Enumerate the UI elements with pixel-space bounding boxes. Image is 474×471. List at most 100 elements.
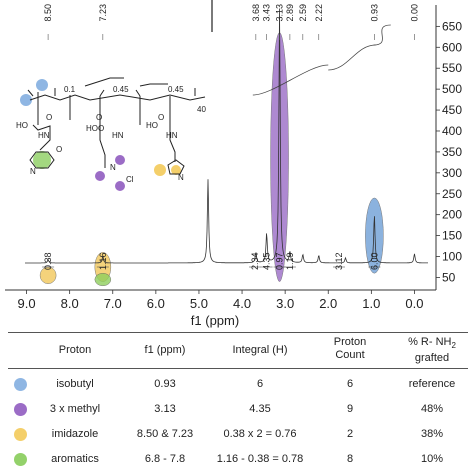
integral-label: 2.34 bbox=[250, 252, 260, 270]
x-tick-label: 8.0 bbox=[61, 296, 79, 311]
cell-count: 9 bbox=[346, 403, 354, 415]
structure-labels: 0.1 0.45 0.45 40 HO O HN O N O HO O HN N… bbox=[16, 85, 206, 184]
table-header-rule bbox=[8, 368, 468, 369]
y-tick-label: 200 bbox=[442, 208, 462, 222]
cell-integral: 1.16 - 0.38 = 0.78 bbox=[216, 453, 304, 465]
imidazole-marker-2 bbox=[171, 165, 181, 175]
peak-label: 2.59 bbox=[298, 4, 308, 22]
atom-label: O bbox=[46, 113, 52, 122]
y-tick-label: 300 bbox=[442, 166, 462, 180]
table-header-row: Proton f1 (ppm) Integral (H) Proton Coun… bbox=[0, 336, 474, 366]
header-pct-sub: 2 bbox=[451, 341, 456, 351]
integral-curves-group bbox=[252, 24, 391, 96]
spectrum-trace bbox=[25, 8, 428, 264]
x-axis-label: f1 (ppm) bbox=[191, 313, 239, 328]
row-color-marker bbox=[14, 453, 27, 466]
cell-integral: 6 bbox=[256, 378, 264, 390]
integral-label: 6.00 bbox=[369, 252, 379, 270]
peak-label: 2.89 bbox=[285, 4, 295, 22]
y-tick-label: 350 bbox=[442, 145, 462, 159]
atom-label: N bbox=[30, 167, 36, 176]
cell-proton: 3 x methyl bbox=[49, 403, 101, 415]
integral-label: 1.16 bbox=[98, 252, 108, 270]
y-ticks-group: 650 600 550 500 450 400 350 300 250 200 150 100 50 bbox=[436, 19, 462, 284]
header-count-line1: Proton bbox=[333, 336, 367, 348]
imidazole-marker bbox=[154, 164, 166, 176]
peak-highlight bbox=[365, 197, 384, 274]
header-count: Proton Count bbox=[320, 336, 380, 362]
x-tick-label: 7.0 bbox=[104, 296, 122, 311]
x-tick-label: 6.0 bbox=[147, 296, 165, 311]
nmr-spectrum-chart: 8.50 7.23 3.68 3.43 3.13 2.89 2.59 2.22 0.93 0.00… bbox=[5, 0, 462, 328]
cell-f1: 8.50 & 7.23 bbox=[136, 428, 194, 440]
methyl-marker bbox=[115, 155, 125, 165]
header-count-line2: Count bbox=[335, 349, 365, 361]
integral-labels-group: 0.38 1.16 2.34 4.35 0.97 1.19 3.12 6.00 bbox=[42, 252, 381, 270]
header-proton: Proton bbox=[58, 344, 92, 356]
peak-label: 3.43 bbox=[262, 4, 272, 22]
integral-label: 0.97 bbox=[275, 252, 285, 270]
x-tick-label: 5.0 bbox=[190, 296, 208, 311]
y-tick-label: 50 bbox=[442, 270, 456, 284]
atom-label: HN bbox=[38, 131, 50, 140]
isobutyl-marker bbox=[36, 79, 48, 91]
highlight-group bbox=[39, 32, 384, 287]
cell-integral: 0.38 x 2 = 0.76 bbox=[223, 428, 297, 440]
x-tick-label: 4.0 bbox=[233, 296, 251, 311]
cell-f1: 0.93 bbox=[154, 378, 176, 390]
integral-curve bbox=[328, 44, 376, 71]
x-ticks-group: 9.0 8.0 7.0 6.0 5.0 4.0 3.0 2.0 1.0 0.0 bbox=[18, 290, 423, 311]
header-pct: % R- NH2 grafted bbox=[390, 336, 474, 365]
header-f1: f1 (ppm) bbox=[144, 344, 186, 356]
polymer-structure bbox=[20, 77, 206, 191]
peak-highlight bbox=[270, 32, 289, 282]
atom-label: Cl bbox=[126, 175, 134, 184]
y-tick-label: 650 bbox=[442, 19, 462, 33]
atom-label: O bbox=[98, 124, 104, 133]
cell-proton: aromatics bbox=[51, 453, 99, 465]
atom-label: HO bbox=[16, 121, 28, 130]
atom-label: O bbox=[158, 113, 164, 122]
cell-pct: 10% bbox=[420, 453, 444, 465]
row-color-marker bbox=[14, 403, 27, 416]
sub-label-4: 40 bbox=[197, 105, 206, 114]
cell-pct: 48% bbox=[420, 403, 444, 415]
integral-curve bbox=[252, 64, 329, 96]
y-tick-label: 250 bbox=[442, 187, 462, 201]
x-tick-label: 2.0 bbox=[319, 296, 337, 311]
y-tick-label: 400 bbox=[442, 124, 462, 138]
atom-label: O bbox=[96, 113, 102, 122]
atom-label: HN bbox=[166, 131, 178, 140]
atom-label: N bbox=[178, 173, 184, 182]
table-row: aromatics 6.8 - 7.8 1.16 - 0.38 = 0.78 8 10% bbox=[0, 451, 474, 471]
header-integral: Integral (H) bbox=[232, 344, 288, 356]
peak-label: 0.00 bbox=[409, 4, 419, 22]
y-tick-label: 600 bbox=[442, 40, 462, 54]
table-row: isobutyl 0.93 6 6 reference bbox=[0, 376, 474, 396]
y-tick-label: 450 bbox=[442, 103, 462, 117]
methyl-marker-3 bbox=[115, 181, 125, 191]
atom-label: O bbox=[56, 145, 62, 154]
peak-label: 3.13 bbox=[275, 4, 285, 22]
y-tick-label: 550 bbox=[442, 61, 462, 75]
methyl-marker-2 bbox=[95, 171, 105, 181]
cell-pct: 38% bbox=[420, 428, 444, 440]
cell-f1: 3.13 bbox=[154, 403, 176, 415]
cell-proton: imidazole bbox=[51, 428, 99, 440]
table-row: imidazole 8.50 & 7.23 0.38 x 2 = 0.76 2 38% bbox=[0, 426, 474, 446]
x-tick-label: 1.0 bbox=[362, 296, 380, 311]
atom-label: HO bbox=[146, 121, 158, 130]
atom-label: HO bbox=[86, 124, 98, 133]
integral-curve bbox=[373, 24, 391, 46]
aromatic-marker bbox=[33, 151, 51, 169]
sub-label-3: 0.45 bbox=[168, 85, 184, 94]
peak-label: 0.93 bbox=[369, 4, 379, 22]
peak-label: 2.22 bbox=[314, 4, 324, 22]
table-row: 3 x methyl 3.13 4.35 9 48% bbox=[0, 401, 474, 421]
integral-label: 4.35 bbox=[262, 252, 272, 270]
peak-label: 7.23 bbox=[98, 4, 108, 22]
atom-label: N bbox=[110, 163, 116, 172]
integral-label: 0.38 bbox=[43, 252, 53, 270]
row-color-marker bbox=[14, 428, 27, 441]
peak-label: 8.50 bbox=[43, 4, 53, 22]
